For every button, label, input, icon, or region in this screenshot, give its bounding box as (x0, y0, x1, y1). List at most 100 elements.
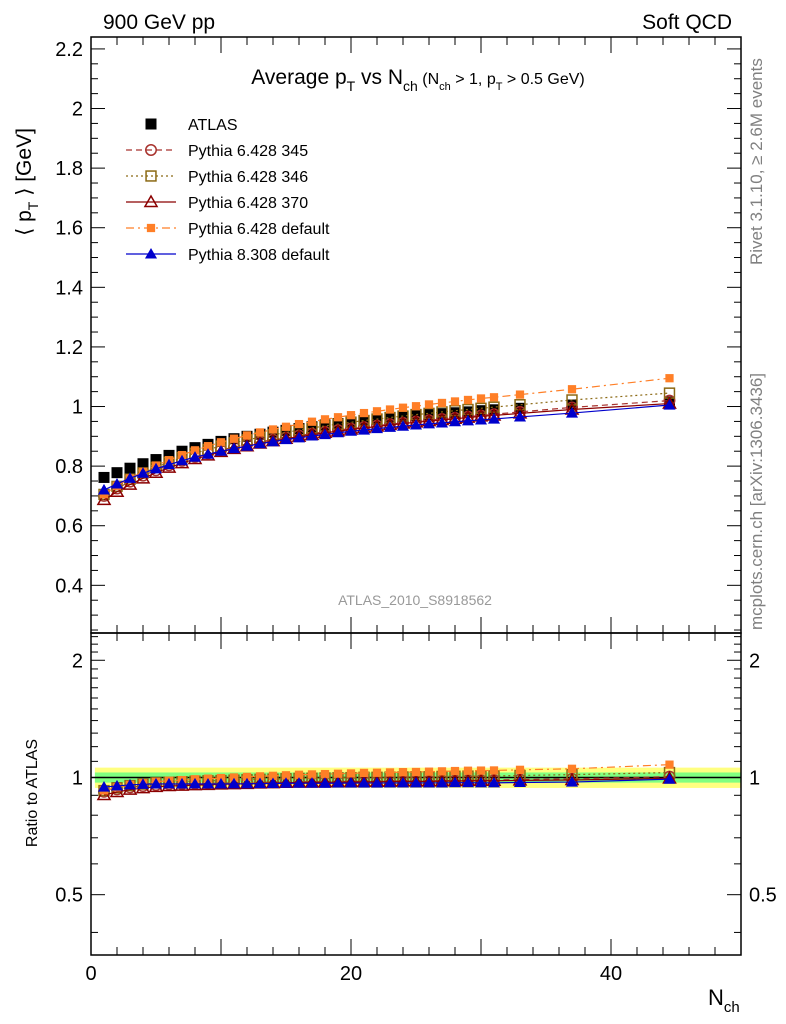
legend-label: Pythia 6.428 345 (188, 143, 308, 160)
series-point-5 (513, 410, 527, 422)
legend-entry: Pythia 6.428 346 (126, 169, 308, 186)
series-point-0 (98, 471, 110, 483)
ratio-series-line-2 (103, 771, 670, 792)
series-point-5 (136, 467, 150, 478)
series-point-5 (305, 429, 319, 441)
series-point-5 (110, 477, 124, 489)
ratio-point-4 (320, 769, 330, 779)
y-tick-label: 1.6 (55, 218, 83, 240)
legend-label: Pythia 8.308 default (188, 247, 330, 264)
ratio-point-5 (331, 777, 345, 788)
series-point-5 (318, 428, 332, 440)
ratio-point-5 (487, 776, 501, 788)
ratio-point-5 (565, 776, 579, 787)
ratio-point-4 (294, 770, 304, 779)
y-tick-label: 0.6 (55, 516, 83, 538)
y-tick-label: 2.2 (55, 39, 83, 61)
series-point-5 (396, 420, 410, 431)
legend-marker (145, 170, 157, 182)
series-point-5 (188, 451, 202, 462)
ratio-series-5 (97, 773, 676, 792)
ratio-point-5 (474, 776, 488, 788)
title-cond-b-sub: T (496, 81, 503, 93)
series-point-5 (97, 483, 111, 495)
ratio-point-5 (357, 777, 371, 788)
ratio-point-5 (435, 776, 449, 788)
ratio-panel: 0.5 0.5 1 1 2 2 Ratio to ATLAS (24, 632, 777, 956)
series-point-5 (487, 412, 501, 424)
series-5 (97, 398, 676, 495)
series-point-2 (514, 399, 526, 411)
legend-marker (146, 223, 156, 233)
ratio-point-4 (424, 767, 434, 776)
ratio-y-tick-label: 2 (72, 650, 83, 672)
ratio-point-4 (476, 766, 486, 775)
ratio-point-5 (383, 776, 397, 788)
ratio-point-5 (663, 773, 676, 784)
series-line-3 (103, 402, 670, 501)
series-point-3 (122, 477, 138, 490)
ratio-frame (90, 632, 742, 956)
series-point-4 (476, 394, 486, 403)
ratio-point-5 (409, 776, 423, 788)
ratio-point-5 (136, 778, 150, 789)
series-point-0 (150, 454, 162, 466)
ratio-point-5 (97, 781, 111, 792)
series-point-5 (331, 426, 345, 438)
xlabel-main: N (708, 985, 724, 1010)
series-point-2 (475, 402, 487, 415)
series-point-5 (448, 415, 462, 427)
series-point-0 (137, 458, 149, 470)
x-tick-label: 20 (340, 963, 362, 985)
ratio-point-5 (422, 776, 436, 788)
series-point-4 (320, 415, 330, 424)
analysis-watermark: ATLAS_2010_S8918562 (338, 592, 492, 608)
series-point-4 (294, 419, 304, 429)
series-point-4 (190, 446, 200, 455)
series-point-3 (96, 492, 112, 506)
ratio-y-tick-label-right: 1 (749, 767, 760, 789)
ratio-point-4 (398, 768, 408, 777)
ratio-point-4 (665, 760, 674, 769)
legend-entry: Pythia 8.308 default (126, 247, 330, 264)
series-point-5 (663, 398, 676, 410)
y-tick-label: 1 (72, 397, 83, 419)
ratio-point-5 (253, 777, 267, 789)
series-point-4 (359, 408, 369, 418)
series-point-0 (319, 419, 331, 431)
series-point-4 (385, 405, 395, 414)
ratio-series-line-5 (103, 778, 670, 788)
legend-entry: Pythia 6.428 370 (126, 194, 308, 212)
ratio-point-4 (489, 766, 499, 775)
legend-entry: ATLAS (145, 117, 238, 134)
series-point-5 (201, 448, 215, 459)
series-point-4 (307, 417, 317, 426)
series-point-5 (266, 435, 280, 447)
ratio-y-tick-label-right: 2 (749, 650, 760, 672)
series-point-5 (214, 445, 228, 456)
series-point-4 (242, 431, 252, 440)
ratio-point-4 (411, 767, 421, 777)
ylabel-sub: T (25, 201, 41, 210)
series-point-4 (333, 413, 343, 422)
ratio-point-5 (448, 776, 462, 788)
y-tick-label: 1.4 (55, 277, 83, 299)
series-point-5 (383, 421, 397, 432)
header-left: 900 GeV pp (103, 11, 215, 34)
ratio-point-5 (344, 777, 358, 788)
ratio-point-4 (359, 768, 369, 778)
ratio-point-4 (229, 773, 239, 782)
series-line-1 (103, 399, 670, 497)
y-tick-label: 1.2 (55, 337, 83, 359)
ratio-point-5 (266, 777, 280, 789)
title-cond-a-sub: ch (439, 81, 451, 93)
main-axis-ticks: 0.4 0.6 0.8 1 1.2 1.4 1.6 1.8 2 2.2 0 20 40 (55, 37, 742, 985)
series-point-0 (111, 467, 123, 479)
ratio-point-4 (450, 766, 460, 776)
ratio-point-5 (292, 777, 306, 788)
series-point-5 (474, 413, 488, 425)
series-point-4 (515, 390, 525, 399)
header-right: Soft QCD (642, 11, 732, 34)
series-point-5 (344, 425, 358, 436)
